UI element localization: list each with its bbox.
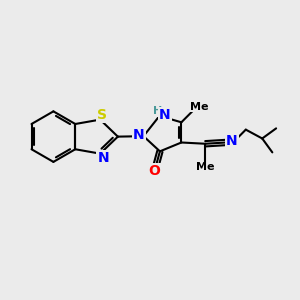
Text: N: N <box>133 128 145 142</box>
Text: N: N <box>159 108 171 122</box>
Text: N: N <box>226 134 238 148</box>
Text: N: N <box>97 151 109 165</box>
Text: O: O <box>148 164 160 178</box>
Text: S: S <box>97 108 106 122</box>
Text: Me: Me <box>190 102 208 112</box>
Text: Me: Me <box>196 162 214 172</box>
Text: H: H <box>153 106 163 116</box>
